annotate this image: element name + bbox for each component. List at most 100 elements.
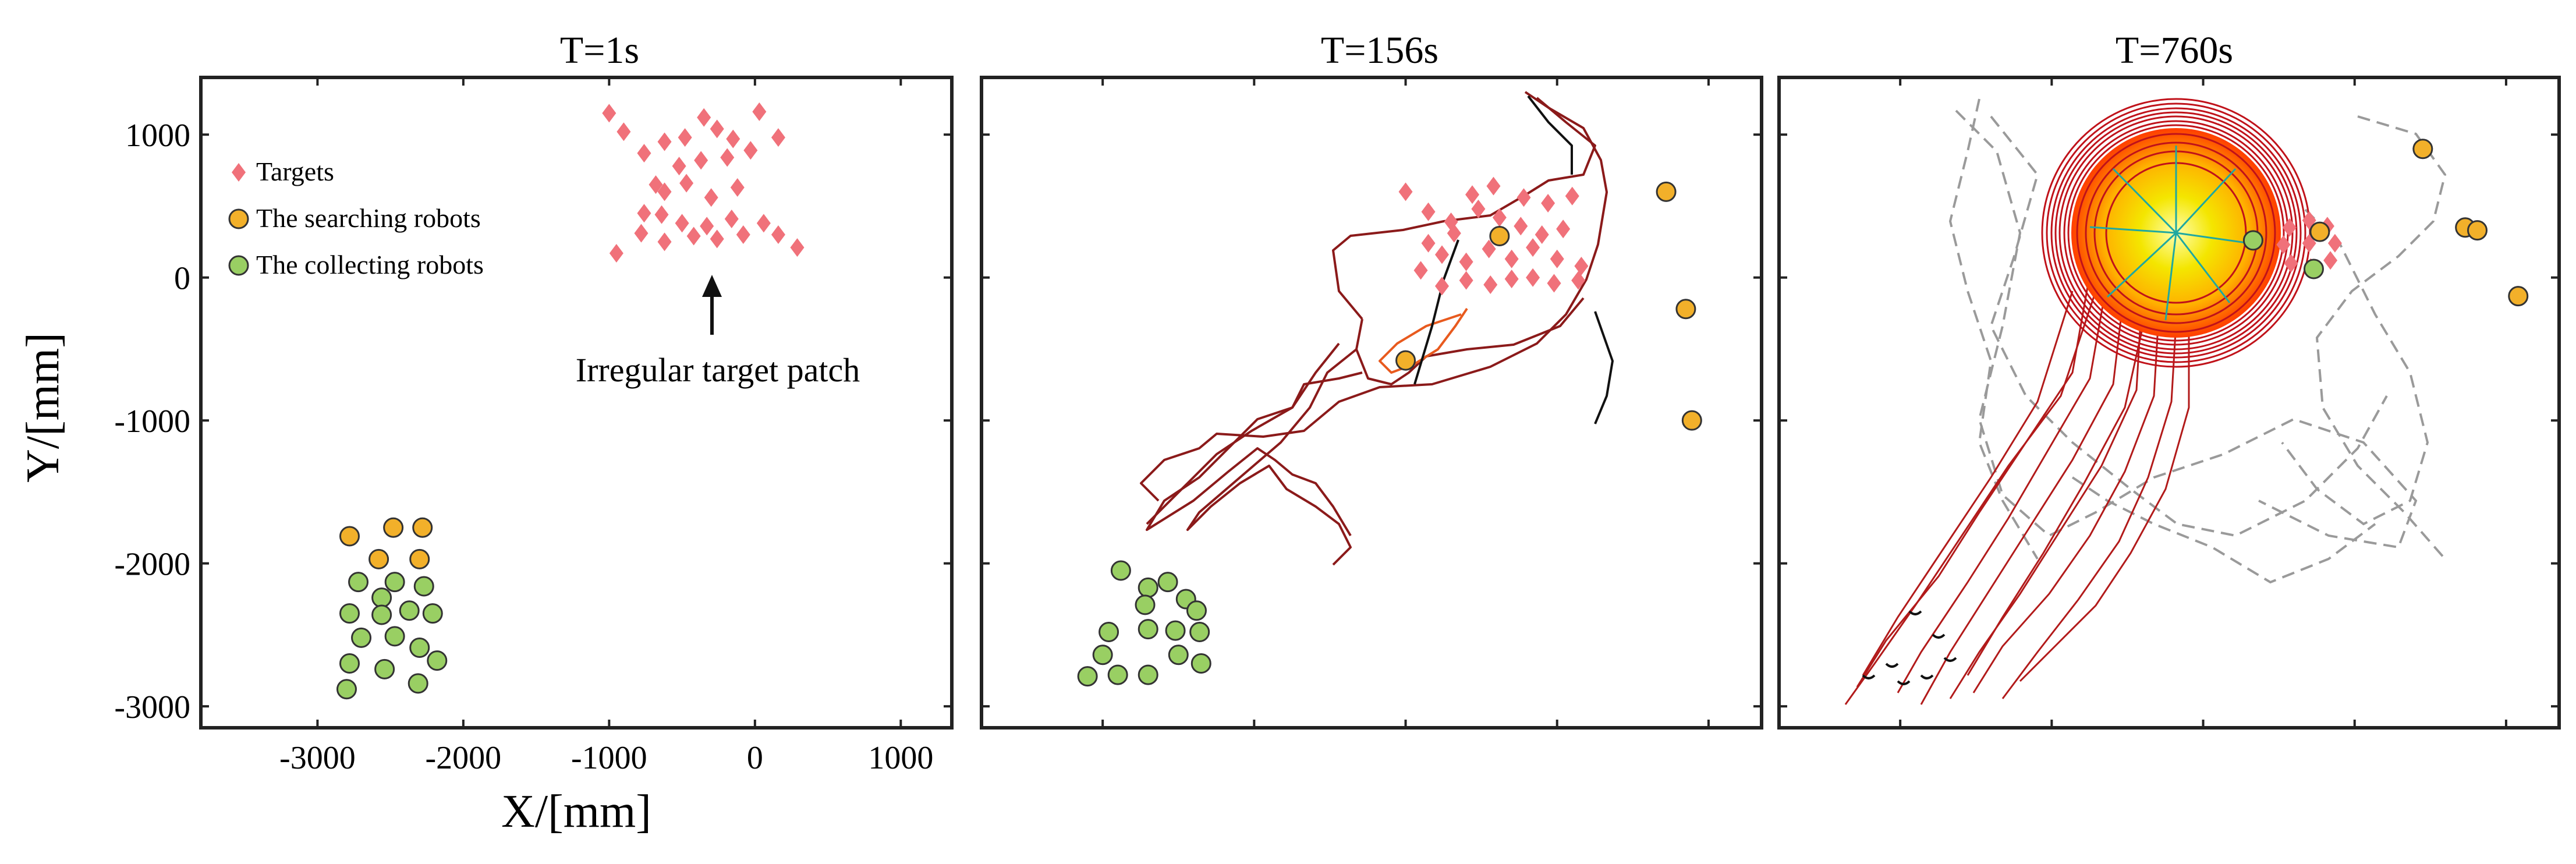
point-targets (1421, 233, 1436, 253)
point-the-collecting-robots (339, 653, 360, 674)
black-mark-6 (1943, 657, 1957, 662)
point-targets (675, 214, 689, 233)
point-targets (1459, 252, 1473, 271)
panel-3-marks (2242, 139, 2529, 307)
point-targets (1535, 225, 1549, 245)
point-targets (1483, 275, 1498, 294)
point-the-collecting-robots (384, 572, 405, 593)
point-targets (637, 204, 651, 223)
annotation-irregular-patch: Irregular target patch (576, 275, 860, 389)
gray-path-1 (1955, 109, 2418, 549)
point-the-collecting-robots (2303, 259, 2324, 279)
point-the-collecting-robots (409, 638, 430, 658)
panel-2-trajectories (1140, 91, 1614, 566)
gray-path-3 (2315, 115, 2447, 560)
point-targets (1447, 224, 1461, 243)
point-targets (724, 210, 739, 229)
point-the-collecting-robots (351, 627, 372, 648)
bundle-line-3 (1920, 285, 2126, 705)
point-the-searching-robots (383, 517, 404, 538)
point-the-searching-robots (2467, 220, 2488, 241)
point-the-searching-robots (2412, 139, 2433, 160)
point-targets (1514, 217, 1528, 236)
point-the-collecting-robots (339, 603, 360, 624)
spoke-2 (2175, 168, 2237, 234)
point-targets (2323, 251, 2338, 270)
trajectory-black-3 (1594, 311, 1614, 424)
point-targets (649, 175, 663, 194)
point-targets (1504, 270, 1519, 289)
point-targets (694, 151, 708, 170)
point-targets (771, 225, 785, 245)
point-targets (1421, 202, 1436, 221)
point-the-collecting-robots (1138, 664, 1158, 685)
point-targets (1541, 194, 1555, 213)
point-the-collecting-robots (1189, 622, 1210, 643)
heat-ring-3 (2058, 115, 2294, 350)
point-targets (1504, 249, 1519, 268)
legend-label-targets: Targets (256, 157, 334, 186)
heat-ring-6 (2046, 102, 2306, 363)
point-targets (1565, 186, 1579, 206)
black-mark-7 (1897, 680, 1911, 685)
gray-path-2 (1989, 115, 2388, 537)
point-the-collecting-robots (1190, 653, 1211, 674)
heat-spokes (2089, 146, 2259, 321)
legend: Targets The searching robots The collect… (228, 157, 484, 279)
spoke-4 (2175, 232, 2231, 303)
point-targets (1556, 219, 1571, 239)
point-the-collecting-robots (374, 658, 395, 679)
panel-title-t156: T=156s (1321, 29, 1438, 72)
point-targets (1526, 268, 1540, 287)
heat-ring-8 (2076, 133, 2276, 333)
point-the-collecting-robots (422, 603, 443, 624)
heat-ring-4 (2054, 111, 2298, 355)
point-targets (730, 178, 745, 197)
y-axis-label: Y/[mm] (17, 332, 69, 483)
point-targets (654, 205, 669, 224)
bundle-line-10 (1966, 302, 2149, 676)
point-the-collecting-robots (371, 587, 392, 608)
point-the-collecting-robots (427, 650, 448, 671)
panel-t760: T=760s (1777, 29, 2561, 730)
point-the-collecting-robots (1099, 622, 1119, 643)
point-targets (679, 173, 694, 193)
point-targets (602, 104, 616, 123)
point-targets (634, 224, 649, 243)
y-tick-label: -2000 (114, 547, 190, 583)
heatmap-target-region (2041, 98, 2311, 368)
point-targets (1486, 176, 1501, 196)
point-the-collecting-robots (1138, 619, 1158, 640)
point-targets (686, 226, 701, 246)
point-targets (1434, 245, 1449, 264)
point-targets (1571, 271, 1586, 290)
point-the-searching-robots (1656, 181, 1677, 202)
trajectory-red-5 (1186, 348, 1358, 566)
trajectory-red-3 (1355, 297, 1585, 385)
point-the-collecting-robots (1077, 666, 1098, 687)
point-targets (1516, 188, 1531, 207)
spoke-5 (2164, 232, 2177, 321)
point-the-collecting-robots (408, 673, 428, 694)
gray-path-6 (2071, 476, 2376, 584)
spoke-7 (2089, 226, 2177, 234)
point-targets (1413, 261, 1428, 280)
point-targets (700, 217, 714, 236)
panel-3-gray-paths (1948, 98, 2447, 584)
legend-marker-targets (232, 163, 246, 182)
point-targets (1526, 238, 1540, 257)
point-targets (678, 128, 692, 147)
black-mark-4 (1920, 674, 1934, 679)
point-the-collecting-robots (2242, 230, 2263, 251)
point-targets (1471, 199, 1486, 218)
point-targets (726, 129, 740, 148)
point-targets (1574, 257, 1589, 276)
bundle-line-4 (1949, 291, 2143, 699)
black-mark-5 (1862, 674, 1876, 679)
x-tick-label: 0 (747, 740, 763, 776)
point-targets (672, 157, 686, 176)
legend-marker-searching (228, 208, 249, 229)
bundle-line-5 (1972, 296, 2161, 693)
spoke-6 (2106, 232, 2177, 298)
legend-marker-collecting (228, 255, 249, 276)
